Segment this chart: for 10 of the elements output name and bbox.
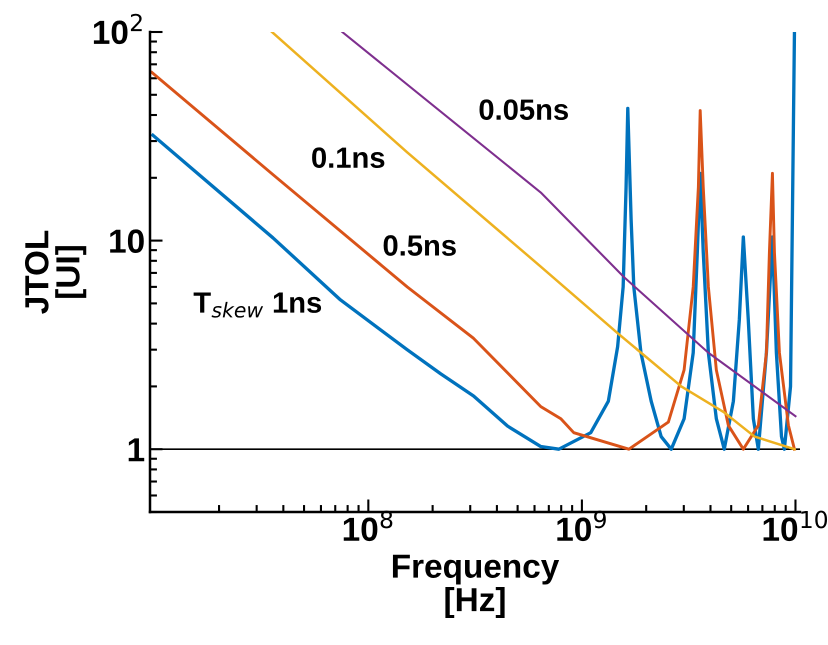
series-label: T$_{skew}$ 1ns [194, 292, 322, 318]
y-tick-label: 10$^{2}$ [94, 14, 142, 44]
series-label: 0.5ns [384, 235, 456, 256]
x-axis-title: Frequency [Hz] [392, 554, 560, 618]
series-label: 0.1ns [312, 147, 384, 168]
y-tick-label: 1 [128, 438, 144, 462]
x-tick-label: 10$^{10}$ [764, 510, 828, 542]
series-label: 0.05ns [480, 99, 568, 120]
y-tick-label: 10 [110, 229, 144, 254]
y-axis-title: JTOL [UI] [24, 230, 86, 314]
